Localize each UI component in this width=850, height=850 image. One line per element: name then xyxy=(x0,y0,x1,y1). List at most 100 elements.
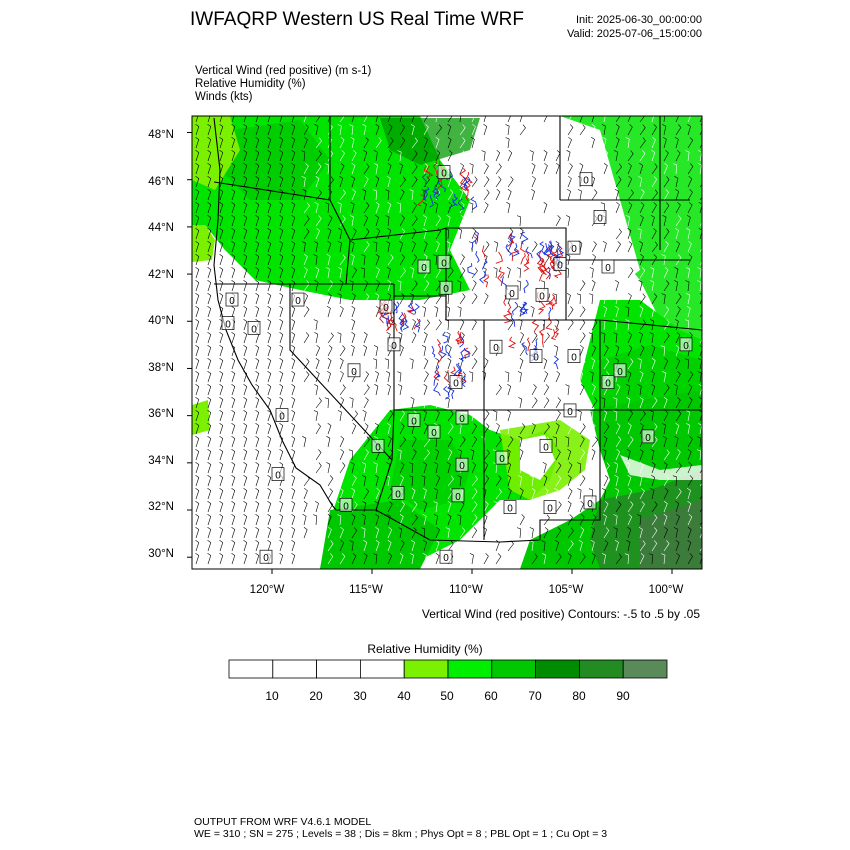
wind-barb xyxy=(399,137,406,149)
wind-barb xyxy=(627,124,633,136)
wind-barb xyxy=(291,422,296,435)
wind-barb xyxy=(411,514,418,526)
wind-barb xyxy=(279,331,284,344)
wind-barb xyxy=(505,423,510,435)
variable-label-relative-humidity: Relative Humidity (%) xyxy=(195,78,306,90)
wind-barb xyxy=(315,116,321,123)
wind-barb xyxy=(433,488,438,500)
wind-barb xyxy=(650,306,655,318)
wind-barb xyxy=(579,150,585,162)
wind-barb xyxy=(315,137,322,149)
wind-barb xyxy=(375,214,379,227)
wind-barb xyxy=(495,397,502,409)
wind-barb xyxy=(384,358,390,370)
wind-barb xyxy=(387,397,393,409)
wind-barb xyxy=(195,318,200,331)
wind-barb xyxy=(219,214,224,227)
wind-barb xyxy=(267,292,272,305)
wind-barb xyxy=(411,215,418,227)
wind-barb xyxy=(327,136,332,149)
wind-barb xyxy=(279,305,284,318)
wind-barb xyxy=(291,214,296,227)
wind-barb xyxy=(255,162,260,175)
init-time: Init: 2025-06-30_00:00:00 xyxy=(576,14,702,26)
wind-barb xyxy=(471,214,476,227)
wind-barb xyxy=(459,436,466,448)
wind-barb xyxy=(675,202,681,214)
wind-barb xyxy=(603,475,609,487)
wind-barb xyxy=(482,306,487,318)
contour-label: 0 xyxy=(391,341,397,352)
colorbar-title: Relative Humidity (%) xyxy=(367,642,483,656)
wind-barb xyxy=(435,474,441,487)
wind-barb xyxy=(279,175,284,188)
wind-barb xyxy=(423,358,429,370)
wind-barb xyxy=(590,540,595,552)
wind-barb xyxy=(375,410,381,422)
wind-barb xyxy=(195,500,200,513)
vertical-wind-contour xyxy=(481,245,486,258)
vertical-wind-contour xyxy=(497,273,503,286)
contour-label-box xyxy=(221,316,235,330)
wind-barb xyxy=(255,461,260,474)
contour-label: 0 xyxy=(557,261,563,272)
wind-barb xyxy=(516,215,522,227)
wind-barb xyxy=(351,513,356,526)
wind-barb xyxy=(375,266,380,279)
wind-barb xyxy=(267,448,272,461)
wind-barb xyxy=(531,241,538,253)
wind-barb xyxy=(471,176,478,188)
contour-label-box xyxy=(225,292,239,307)
vertical-wind-contour xyxy=(481,258,488,270)
wind-barb xyxy=(422,306,427,318)
wind-barb xyxy=(531,397,538,409)
axis-ticks xyxy=(187,132,673,574)
wind-barb xyxy=(291,448,296,461)
wind-barb xyxy=(675,462,682,474)
wind-barb xyxy=(255,116,259,123)
contour-label-box xyxy=(601,375,615,389)
wind-barb xyxy=(243,526,248,539)
wind-barb xyxy=(519,345,526,357)
wind-barb xyxy=(231,526,236,539)
wind-barb xyxy=(219,448,224,461)
wind-barb xyxy=(207,201,212,214)
wind-barb xyxy=(312,527,318,539)
wind-barb xyxy=(483,553,489,565)
wind-barb xyxy=(374,475,379,487)
wind-barb xyxy=(627,513,633,526)
wind-barb xyxy=(435,409,440,422)
wind-barb xyxy=(255,539,260,552)
wind-barb xyxy=(387,539,392,552)
wind-barb xyxy=(423,319,430,331)
lat-tick-label: 34°N xyxy=(148,455,174,467)
wind-barb xyxy=(361,475,367,487)
wind-barb xyxy=(519,202,525,214)
wind-barb xyxy=(363,488,370,500)
wind-barb xyxy=(495,488,502,500)
wind-barb xyxy=(279,526,284,539)
wind-barb xyxy=(495,227,500,240)
wind-barb xyxy=(375,253,380,266)
wind-barb xyxy=(422,514,427,526)
wind-barb xyxy=(531,487,536,500)
wind-barb xyxy=(613,397,618,409)
wind-barb xyxy=(469,410,474,422)
wind-barb xyxy=(243,266,248,279)
wind-barb xyxy=(302,189,307,201)
wind-barb xyxy=(313,410,318,422)
wind-barb xyxy=(615,501,622,513)
wind-barb xyxy=(363,344,368,357)
wind-barb xyxy=(267,305,272,318)
wind-barb xyxy=(483,410,490,422)
wind-barb xyxy=(243,188,248,201)
vertical-wind-contour xyxy=(407,300,416,313)
wind-barb xyxy=(591,397,598,409)
wind-barb xyxy=(339,305,344,318)
vertical-wind-contour xyxy=(458,198,465,211)
wind-barb xyxy=(339,384,346,396)
wind-barb xyxy=(373,553,378,565)
wind-barb xyxy=(339,435,345,448)
wind-barb xyxy=(267,201,272,214)
contour-label: 0 xyxy=(455,492,461,503)
